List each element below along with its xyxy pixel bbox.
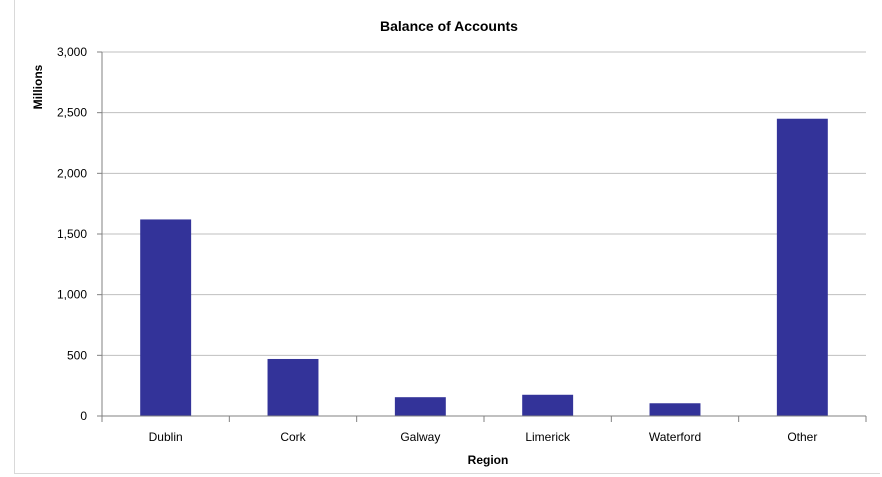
y-tick-label: 500	[67, 348, 87, 362]
gridlines	[102, 51, 866, 356]
bar-cork	[267, 358, 319, 416]
chart-frame	[14, 0, 880, 474]
bar-waterford	[649, 403, 701, 416]
x-tick-label: Waterford	[649, 430, 701, 444]
y-tick-label: 0	[80, 409, 87, 423]
bar-galway	[394, 397, 446, 416]
bar-limerick	[522, 394, 574, 416]
y-tick-labels: 0 500 1,000 1,500 2,000 2,500 3,000	[57, 45, 87, 423]
x-tick-labels: Dublin Cork Galway Limerick Waterford Other	[149, 430, 818, 444]
x-tick-label: Galway	[400, 430, 440, 444]
y-tick-label: 3,000	[57, 45, 87, 59]
bar-dublin	[140, 219, 192, 416]
bar-other	[776, 118, 828, 416]
y-tick-label: 1,000	[57, 288, 87, 302]
x-tick-label: Dublin	[149, 430, 183, 444]
x-tick-label: Other	[787, 430, 817, 444]
x-tick-label: Cork	[280, 430, 306, 444]
y-tick-label: 2,500	[57, 106, 87, 120]
x-axis-title: Region	[468, 453, 509, 467]
y-tick-label: 2,000	[57, 166, 87, 180]
chart-title: Balance of Accounts	[380, 18, 518, 34]
bars	[140, 118, 828, 416]
x-tick-label: Limerick	[525, 430, 571, 444]
y-axis-title: Millions	[31, 64, 45, 109]
axes	[97, 51, 867, 422]
y-tick-label: 1,500	[57, 227, 87, 241]
